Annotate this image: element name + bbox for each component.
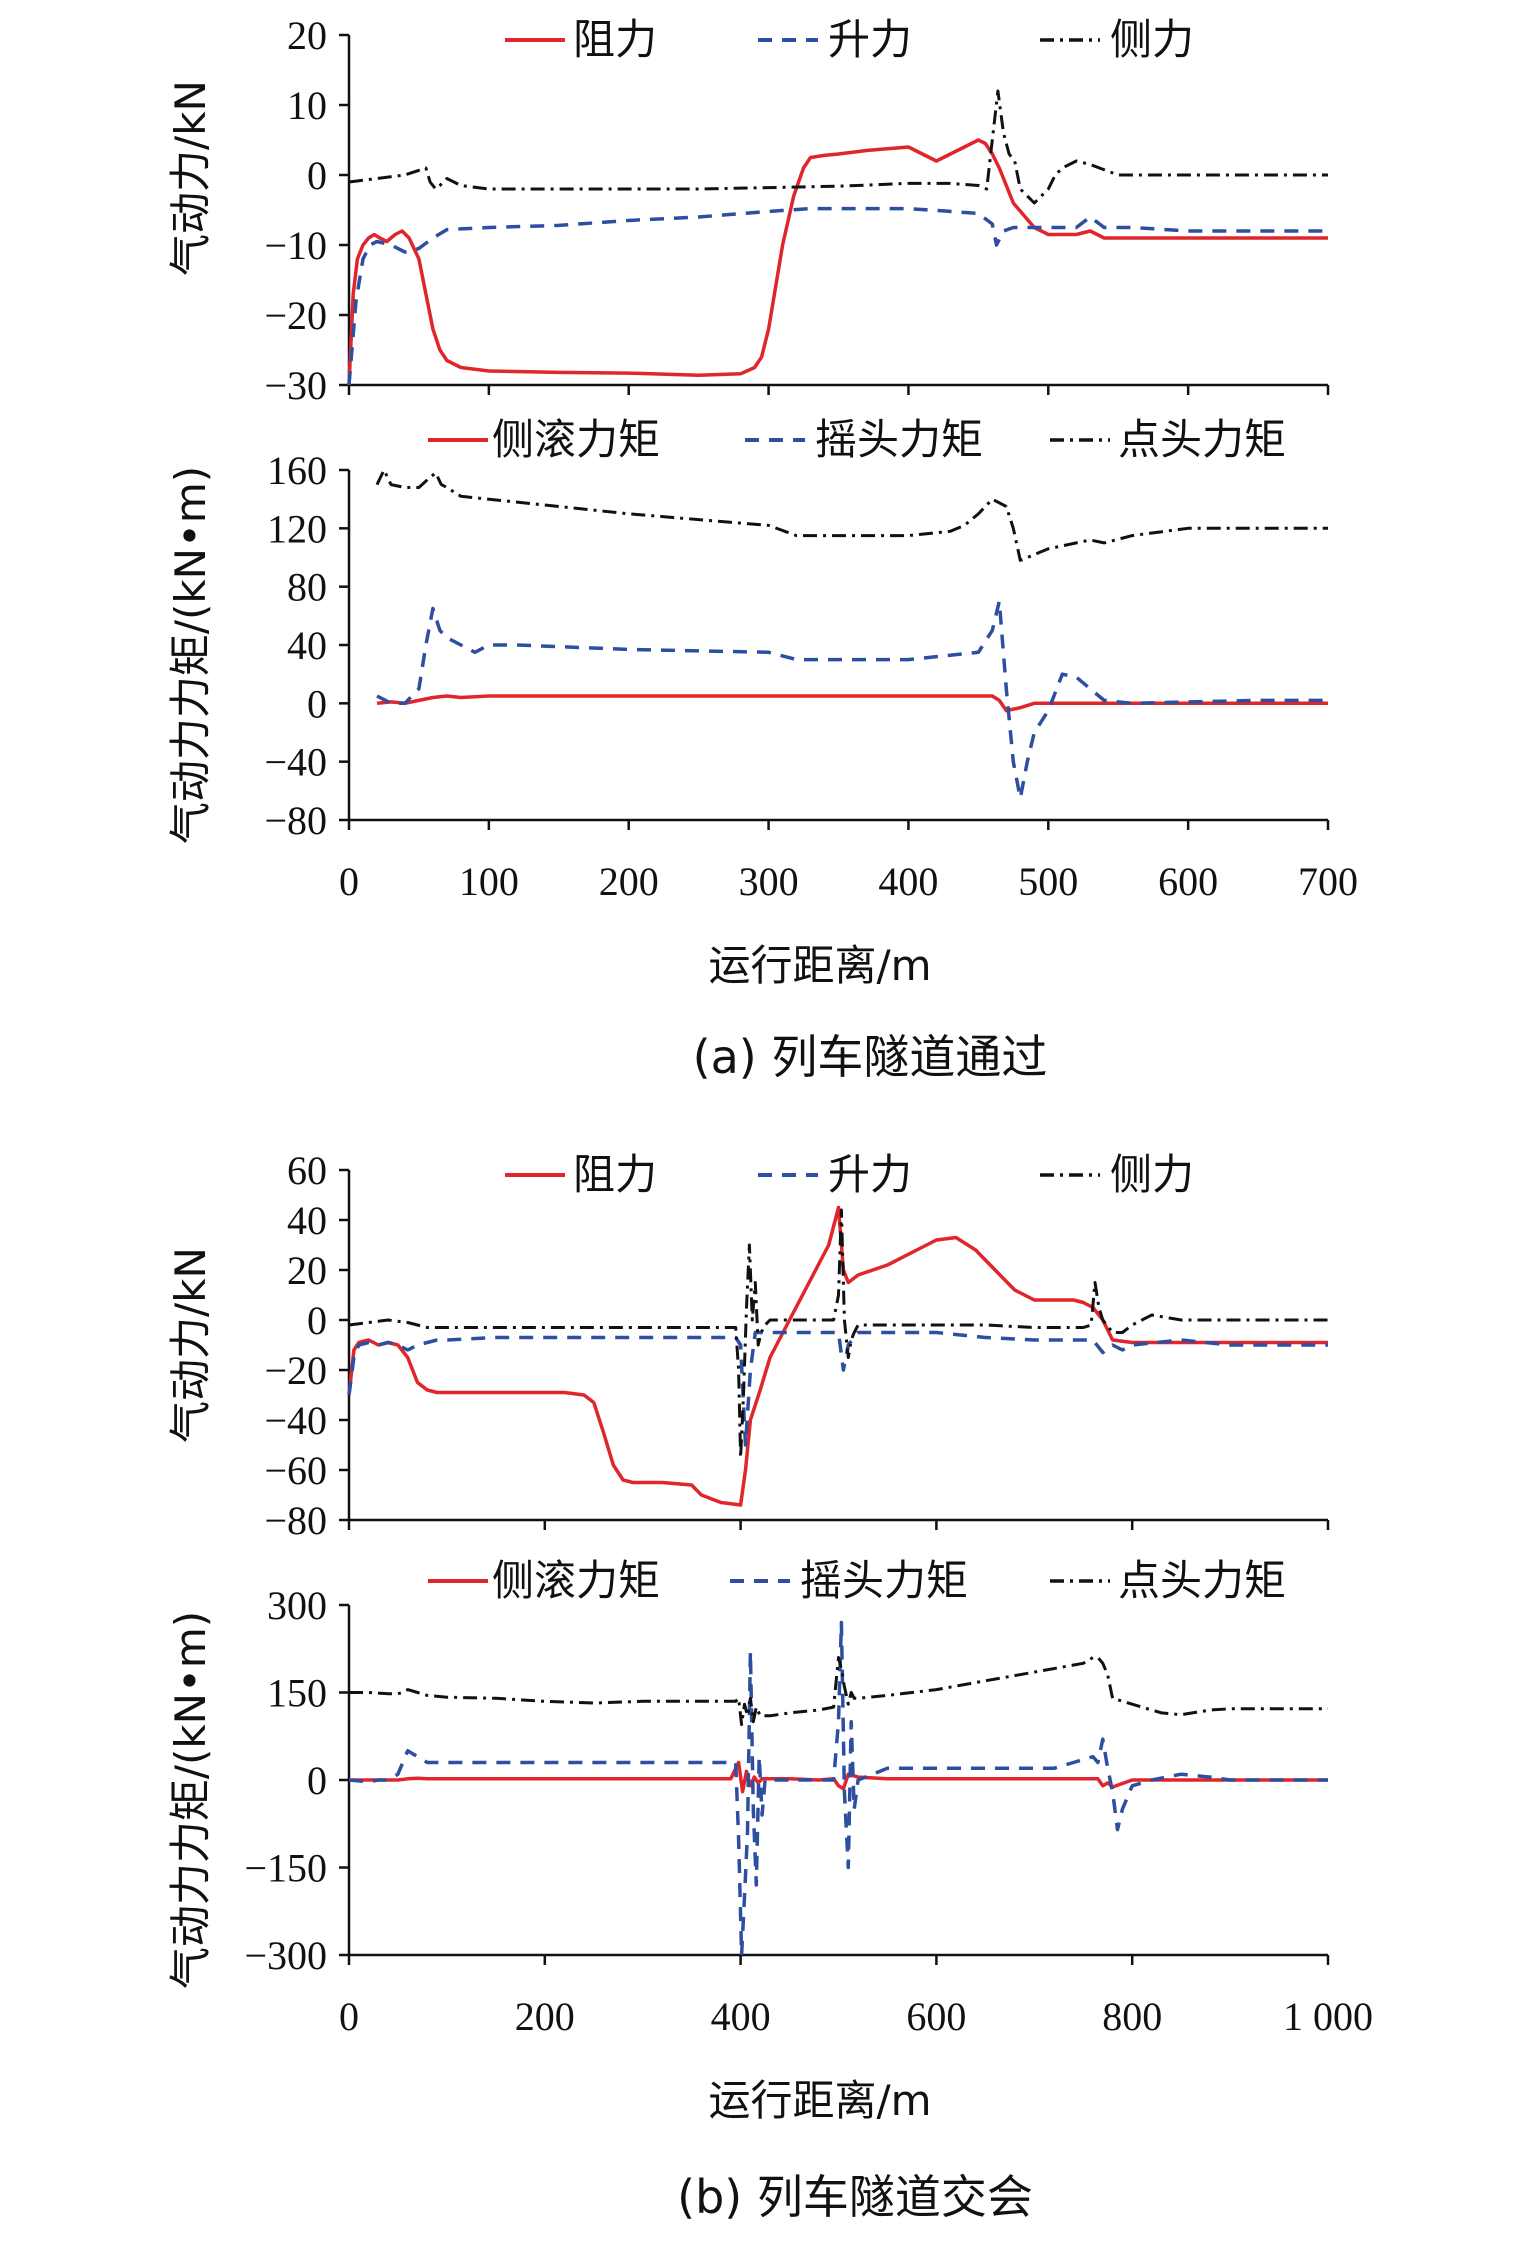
- series-line-点头力矩: [375, 468, 1328, 562]
- y-axis-label-b-force: 气动力/kN: [166, 1247, 215, 1443]
- series-line-摇头力矩: [376, 599, 1328, 800]
- y-tick-label: 300: [267, 1583, 327, 1628]
- legend-b-moment: 侧滚力矩 摇头力矩 点头力矩: [428, 1556, 1286, 1605]
- legend-label-drag: 阻力: [573, 15, 657, 64]
- series-line-升力: [347, 1330, 1328, 1447]
- x-tick-label: 500: [1018, 859, 1078, 904]
- y-tick-label: 0: [307, 1298, 327, 1343]
- y-tick-label: 20: [287, 1248, 327, 1293]
- chart-a-force: 阻力 升力 侧力 气动力/kN −30 −20 −10 0 10 20: [166, 13, 1330, 408]
- series-a-moment: [375, 468, 1328, 800]
- y-tick-label: −20: [264, 293, 327, 338]
- axes-b-force: −80 −60 −40 −20 0 20 40 60: [264, 1148, 1330, 1543]
- y-tick-label: −20: [264, 1348, 327, 1393]
- legend-a-moment: 侧滚力矩 摇头力矩 点头力矩: [428, 415, 1286, 464]
- y-tick-label: 0: [307, 153, 327, 198]
- y-tick-label: −300: [244, 1933, 327, 1978]
- legend-a-force: 阻力 升力 侧力: [505, 15, 1194, 64]
- y-tick-label: −60: [264, 1448, 327, 1493]
- series-a-force: [347, 89, 1328, 386]
- series-b-force: [347, 1205, 1328, 1507]
- y-tick-label: 60: [287, 1148, 327, 1193]
- axes-a-force: −30 −20 −10 0 10 20: [264, 13, 1330, 408]
- chart-b-moment: 侧滚力矩 摇头力矩 点头力矩 气动力力矩/(kN•m) 运行距离/m −300−…: [166, 1556, 1373, 2125]
- legend-label-pitch-b: 点头力矩: [1118, 1556, 1286, 1605]
- legend-label-yaw: 摇头力矩: [815, 415, 983, 464]
- series-line-侧滚力矩: [376, 694, 1328, 713]
- series-line-侧力: [348, 1208, 1328, 1459]
- legend-label-pitch: 点头力矩: [1118, 415, 1286, 464]
- y-tick-label: 120: [267, 506, 327, 551]
- x-tick-label: 1 000: [1283, 1994, 1373, 2039]
- legend-label-yaw-b: 摇头力矩: [800, 1556, 968, 1605]
- y-tick-label: 160: [267, 448, 327, 493]
- y-axis-label-a-moment: 气动力力矩/(kN•m): [166, 466, 215, 844]
- chart-a-moment: 侧滚力矩 摇头力矩 点头力矩 气动力力矩/(kN•m) 运行距离/m −80 −4…: [166, 415, 1358, 990]
- x-tick-label: 800: [1102, 1994, 1162, 2039]
- caption-b: (b) 列车隧道交会: [677, 2170, 1033, 2224]
- legend-label-lift: 升力: [828, 15, 912, 64]
- x-axis-label-b: 运行距离/m: [708, 2076, 931, 2125]
- y-axis-label-a-force: 气动力/kN: [166, 80, 215, 276]
- y-tick-label: −10: [264, 223, 327, 268]
- x-tick-label: 700: [1298, 859, 1358, 904]
- series-line-点头力矩: [349, 1656, 1328, 1727]
- caption-a: (a) 列车隧道通过: [693, 1030, 1048, 1084]
- series-line-摇头力矩: [348, 1620, 1328, 1957]
- y-tick-label: −40: [264, 1398, 327, 1443]
- y-tick-label: 0: [307, 1758, 327, 1803]
- axes-b-moment: −300 −150 0 150 300 0 200 400 600 800 1 000: [244, 1583, 1373, 2039]
- x-tick-label: 0: [339, 1994, 359, 2039]
- legend-b-force: 阻力 升力 侧力: [505, 1150, 1194, 1199]
- chart-b-force: 阻力 升力 侧力 气动力/kN −80 −60 −40 −20 0 20 40 60: [166, 1148, 1330, 1543]
- legend-label-roll-b: 侧滚力矩: [492, 1556, 660, 1605]
- y-tick-label: 40: [287, 1198, 327, 1243]
- series-line-侧力: [348, 89, 1328, 205]
- y-tick-label: 20: [287, 13, 327, 58]
- series-line-升力: [347, 206, 1328, 386]
- y-tick-label: 40: [287, 623, 327, 668]
- axes-a-moment: −80 −40 0 40 80 120 160 0 100 200 300 400 500 600 700: [264, 448, 1358, 904]
- y-tick-label: −80: [264, 1498, 327, 1543]
- legend-label-lift-b: 升力: [828, 1150, 912, 1199]
- x-axis-label-a: 运行距离/m: [708, 941, 931, 990]
- legend-label-roll: 侧滚力矩: [492, 415, 660, 464]
- y-tick-label: 80: [287, 565, 327, 610]
- y-tick-label: 150: [267, 1671, 327, 1716]
- y-tick-label: −80: [264, 798, 327, 843]
- legend-label-side-b: 侧力: [1110, 1150, 1194, 1199]
- series-line-阻力: [347, 138, 1328, 386]
- y-tick-label: 10: [287, 83, 327, 128]
- x-tick-label: 600: [906, 1994, 966, 2039]
- x-tick-label: 600: [1158, 859, 1218, 904]
- series-line-侧滚力矩: [349, 1760, 1328, 1794]
- legend-label-drag-b: 阻力: [573, 1150, 657, 1199]
- y-tick-label: −40: [264, 740, 327, 785]
- y-axis-label-b-moment: 气动力力矩/(kN•m): [166, 1611, 215, 1989]
- y-tick-label: 0: [307, 681, 327, 726]
- y-tick-label: −30: [264, 363, 327, 408]
- series-line-阻力: [347, 1205, 1328, 1507]
- x-tick-label: 200: [599, 859, 659, 904]
- x-tick-label: 300: [739, 859, 799, 904]
- x-tick-label: 200: [515, 1994, 575, 2039]
- x-tick-label: 0: [339, 859, 359, 904]
- x-tick-label: 400: [711, 1994, 771, 2039]
- series-b-moment: [348, 1620, 1328, 1957]
- y-tick-label: −150: [244, 1846, 327, 1891]
- legend-label-side: 侧力: [1110, 15, 1194, 64]
- x-tick-label: 100: [459, 859, 519, 904]
- x-tick-label: 400: [878, 859, 938, 904]
